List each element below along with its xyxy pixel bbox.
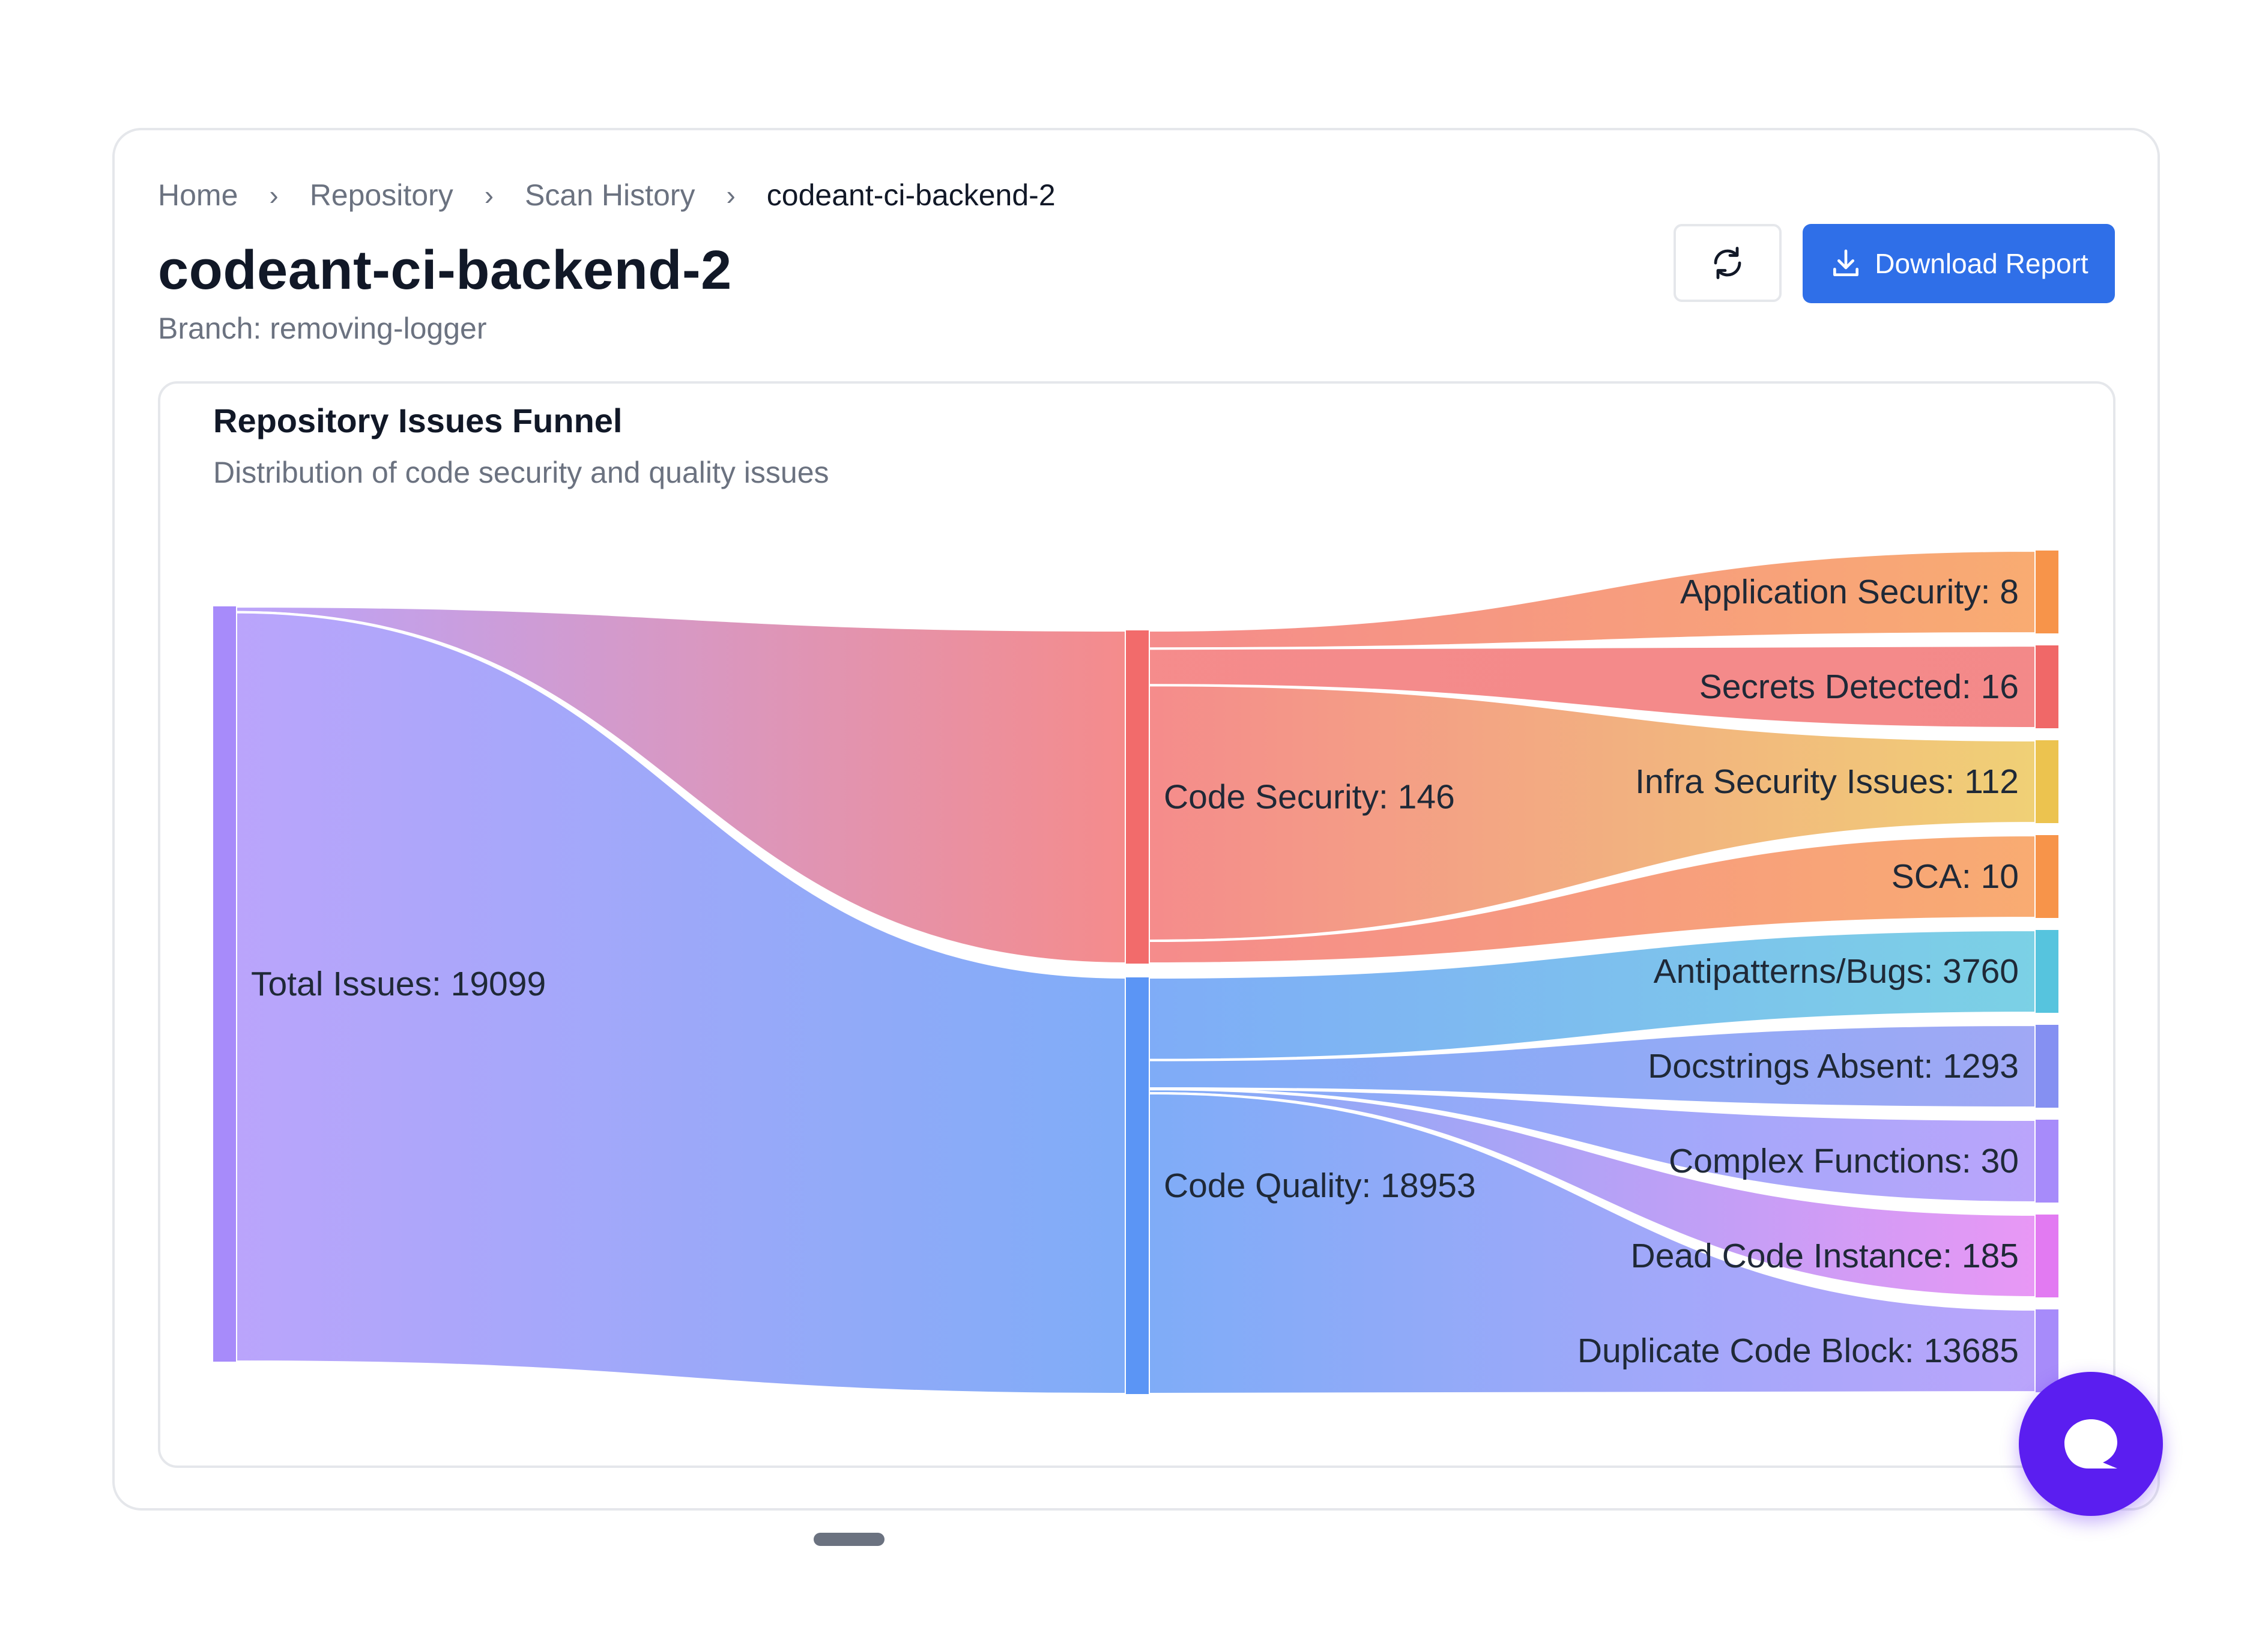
sankey-label-docstrings: Docstrings Absent: 1293 [1648,1047,2019,1085]
chevron-right-icon: › [484,180,494,211]
sankey-label-sca: SCA: 10 [1892,857,2019,896]
sankey-label-total: Total Issues: 19099 [251,965,546,1003]
sankey-labels: Total Issues: 19099 Code Security: 146 Cod… [251,573,2019,1370]
sankey-link-total-security[interactable] [235,605,1127,965]
breadcrumb-current: codeant-ci-backend-2 [766,178,1056,212]
breadcrumb: Home › Repository › Scan History › codea… [158,174,1056,216]
sankey-node-deadcode[interactable] [2036,1215,2058,1297]
breadcrumb-repository[interactable]: Repository [309,178,453,212]
sankey-label-duplicate: Duplicate Code Block: 13685 [1577,1332,2019,1370]
chart-subtitle: Distribution of code security and qualit… [213,456,829,489]
sankey-link-quality-deadcode[interactable] [1148,1088,2037,1299]
sankey-node-secrets[interactable] [2036,645,2058,728]
sankey-node-infra[interactable] [2036,740,2058,823]
sankey-label-quality: Code Quality: 18953 [1164,1167,1476,1205]
chevron-right-icon: › [726,180,736,211]
breadcrumb-home[interactable]: Home [158,178,238,212]
sankey-label-complex: Complex Functions: 30 [1669,1142,2019,1180]
sankey-node-duplicate[interactable] [2036,1309,2058,1392]
download-report-button[interactable]: Download Report [1803,224,2115,303]
sankey-node-security[interactable] [1126,630,1149,964]
chat-launcher-button[interactable] [2019,1372,2163,1516]
download-icon [1833,249,1859,276]
sankey-label-secrets: Secrets Detected: 16 [1699,668,2019,706]
sankey-node-antipatterns[interactable] [2036,930,2058,1013]
sankey-label-antipatterns: Antipatterns/Bugs: 3760 [1654,952,2019,991]
drag-handle[interactable] [814,1533,885,1546]
sankey-link-total-quality[interactable] [235,611,1127,1396]
chart-title: Repository Issues Funnel [213,402,623,439]
sankey-link-security-secrets[interactable] [1148,644,2037,730]
sankey-label-deadcode: Dead Code Instance: 185 [1631,1237,2019,1275]
sankey-label-appsec: Application Security: 8 [1680,573,2019,611]
sankey-nodes [213,551,2058,1394]
sankey-link-security-infra[interactable] [1148,684,2037,942]
sankey-node-docstrings[interactable] [2036,1025,2058,1108]
refresh-icon [1714,247,1741,279]
chat-bubble-icon [2064,1419,2117,1468]
page-title: codeant-ci-backend-2 [158,240,732,301]
download-report-label: Download Report [1875,248,2088,279]
sankey-node-complex[interactable] [2036,1120,2058,1203]
sankey-link-quality-complex[interactable] [1148,1087,2037,1204]
sankey-label-infra: Infra Security Issues: 112 [1635,762,2019,801]
branch-label: Branch: removing-logger [158,312,487,345]
sankey-link-quality-duplicate[interactable] [1148,1091,2037,1396]
sankey-node-total[interactable] [213,606,236,1362]
breadcrumb-scan-history[interactable]: Scan History [525,178,695,212]
sankey-node-appsec[interactable] [2036,551,2058,633]
chevron-right-icon: › [269,180,279,211]
sankey-label-security: Code Security: 146 [1164,778,1455,816]
sankey-links [235,549,2037,1396]
sankey-node-sca[interactable] [2036,835,2058,918]
refresh-button[interactable] [1674,224,1782,302]
sankey-node-quality[interactable] [1126,977,1149,1394]
